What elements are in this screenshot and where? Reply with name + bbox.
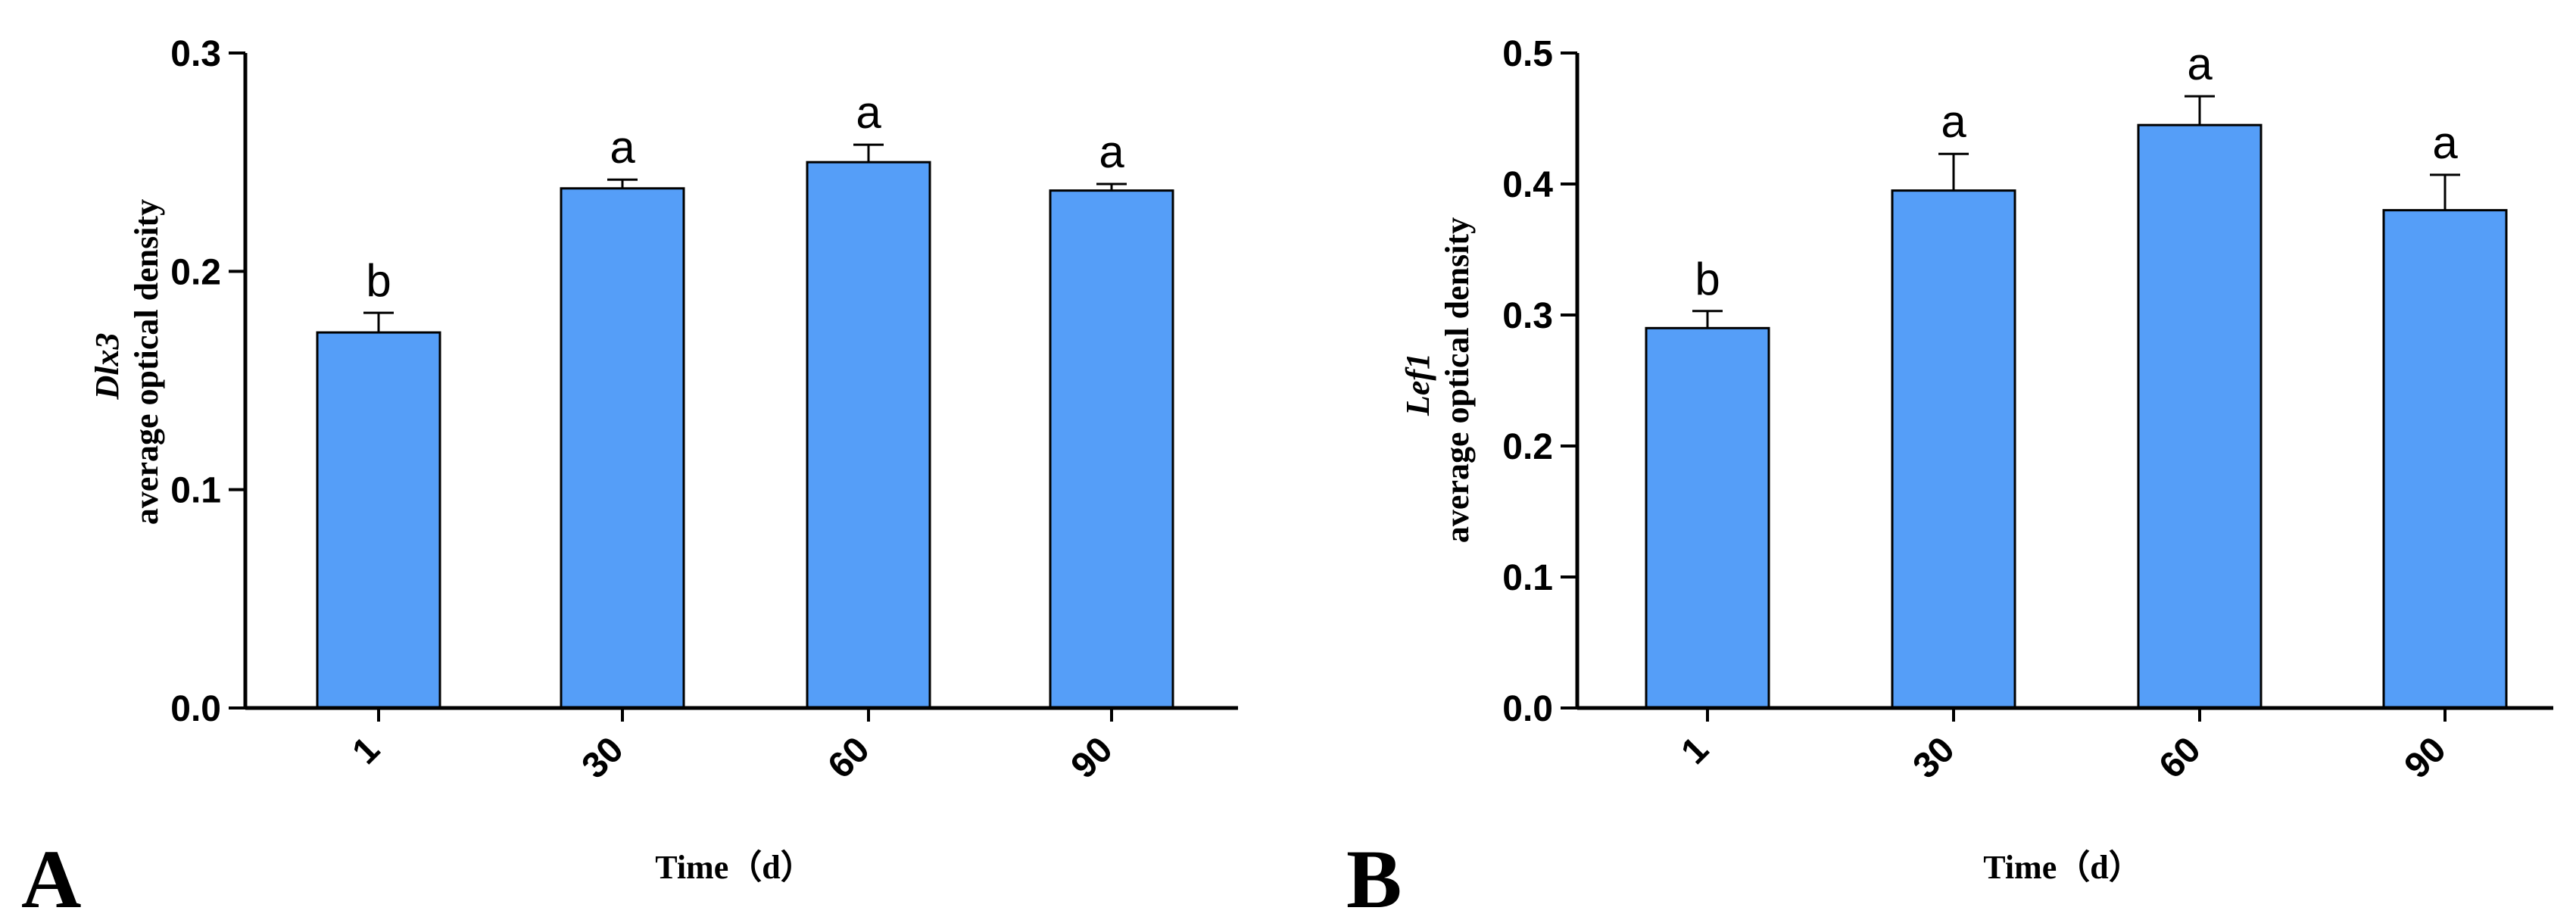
error-bar-1 (1692, 310, 1723, 329)
axes (1575, 53, 2553, 710)
error-bar-30 (1938, 152, 1969, 191)
y-ticks: 0.0 0.1 0.2 0.3 0.4 0.5 (1502, 34, 1577, 729)
y-axis-gene-name: Lef1 (1399, 353, 1436, 416)
significance-letter: a (1941, 96, 1966, 147)
y-tick-label: 0.1 (170, 471, 221, 511)
y-tick-label: 0.1 (1502, 558, 1553, 598)
y-axis-label: average optical density (1439, 217, 1476, 543)
error-bar-60 (2185, 95, 2215, 126)
bars (316, 161, 1174, 709)
panel-label: A (21, 833, 81, 920)
significance-letter: a (2187, 39, 2213, 89)
significance-letter: a (610, 122, 635, 173)
bar-60 (2137, 123, 2263, 709)
significance-letter: a (2432, 117, 2458, 168)
x-axis-title: Time（d） (1983, 849, 2141, 886)
error-bar-30 (607, 178, 638, 189)
y-axis-gene-name: Dlx3 (89, 333, 126, 401)
panel-b: b a a a 0.0 0.1 0.2 0.3 0.4 0.5 1 30 60 90 Lef1 ave… (1346, 34, 2553, 920)
bar-60 (806, 161, 931, 709)
significance-letters: b a a a (1695, 39, 2458, 304)
panel-label: B (1346, 833, 1402, 920)
bar-1 (316, 331, 441, 709)
bar-90 (2382, 209, 2508, 709)
y-tick-label: 0.3 (170, 34, 221, 74)
error-bar-90 (1096, 182, 1127, 191)
x-tick-label: 60 (821, 729, 878, 786)
y-axis-label: average optical density (128, 199, 165, 525)
bar-30 (560, 187, 685, 709)
significance-letter: a (856, 87, 881, 138)
axes (243, 53, 1238, 710)
x-tick-label: 90 (1064, 729, 1121, 786)
significance-letter: a (1099, 126, 1124, 177)
bar-1 (1645, 326, 1770, 709)
significance-letters: b a a a (366, 87, 1124, 306)
error-bar-1 (363, 311, 394, 333)
y-tick-label: 0.0 (170, 689, 221, 729)
x-tick-label: 90 (2397, 729, 2454, 786)
bar-30 (1891, 189, 2016, 709)
x-ticks: 1 30 60 90 (1673, 708, 2454, 787)
x-tick-label: 1 (1673, 729, 1716, 772)
error-bars (1692, 95, 2460, 329)
y-tick-label: 0.4 (1502, 165, 1553, 205)
significance-letter: b (366, 255, 391, 306)
y-tick-label: 0.0 (1502, 689, 1553, 729)
error-bars (363, 143, 1127, 333)
x-tick-label: 60 (2152, 729, 2209, 786)
y-axis-title: Dlx3 average optical density (89, 199, 165, 525)
panel-a: b a a a 0.0 0.1 0.2 0.3 1 30 60 90 Dlx3 average o… (21, 34, 1238, 920)
bars (1645, 123, 2508, 709)
y-tick-label: 0.2 (1502, 427, 1553, 467)
x-tick-label: 1 (345, 729, 387, 772)
x-tick-label: 30 (1906, 729, 1963, 786)
y-tick-label: 0.2 (170, 252, 221, 292)
y-ticks: 0.0 0.1 0.2 0.3 (170, 34, 245, 729)
error-bar-60 (853, 143, 884, 163)
x-ticks: 1 30 60 90 (345, 708, 1121, 787)
y-tick-label: 0.3 (1502, 296, 1553, 336)
bar-90 (1049, 189, 1174, 709)
significance-letter: b (1695, 254, 1720, 304)
error-bar-90 (2430, 173, 2460, 211)
y-tick-label: 0.5 (1502, 34, 1553, 74)
x-tick-label: 30 (575, 729, 632, 786)
y-axis-title: Lef1 average optical density (1399, 217, 1476, 543)
x-axis-title: Time（d） (655, 849, 813, 886)
